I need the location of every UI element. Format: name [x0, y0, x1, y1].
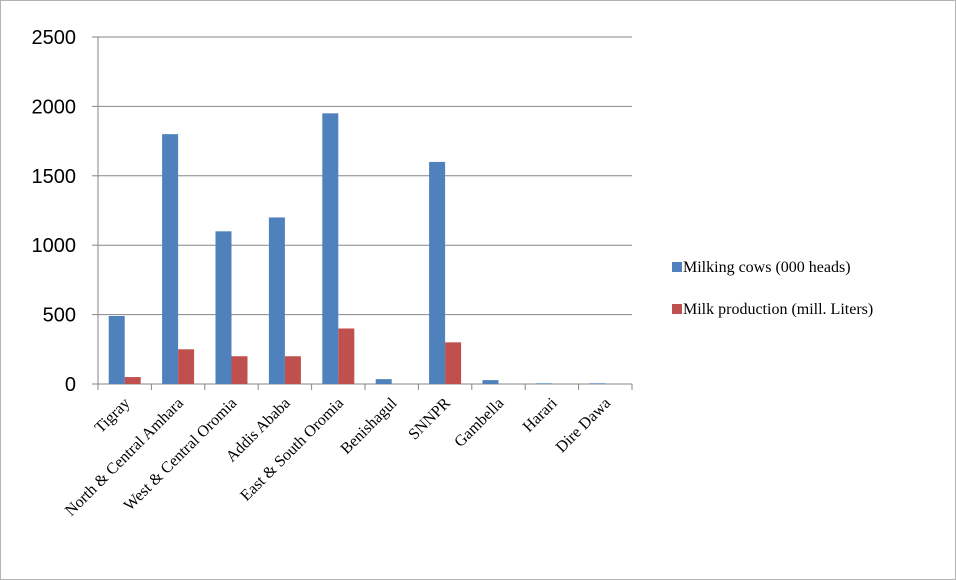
x-tick-label: Gambella [451, 395, 507, 451]
x-tick-label: Dire Dawa [553, 395, 614, 456]
y-tick-label: 0 [65, 374, 76, 396]
y-tick-label: 2000 [32, 96, 77, 118]
x-tick-label: Harari [520, 394, 561, 435]
bar-milking-cows [162, 134, 179, 384]
bar-milk-production [445, 342, 462, 384]
bar-milking-cows [268, 217, 285, 384]
x-tick-label: Benishagul [338, 394, 401, 457]
bar-milk-production [338, 328, 355, 384]
bar-milking-cows [589, 383, 606, 384]
bar-milking-cows [108, 315, 125, 384]
bar-milking-cows [482, 380, 499, 384]
bar-milk-production [284, 356, 301, 384]
bars [108, 113, 606, 384]
legend: Milking cows (000 heads) Milk production … [672, 259, 873, 318]
bar-milking-cows [375, 379, 392, 384]
bar-milk-production [124, 377, 141, 384]
y-tick-label: 500 [43, 305, 76, 327]
legend-label: Milk production (mill. Liters) [683, 301, 873, 318]
y-tick-label: 1500 [32, 166, 77, 188]
legend-swatch [672, 262, 682, 272]
x-tick-label: East & South Oromia [237, 395, 347, 505]
y-tick-label: 1000 [32, 235, 77, 257]
bar-milk-production [231, 356, 248, 384]
bar-milking-cows [429, 161, 446, 384]
x-tick-label: Tigray [92, 395, 134, 437]
bar-milk-production [178, 349, 195, 384]
bar-milking-cows [535, 383, 552, 384]
legend-swatch [672, 304, 682, 314]
bar-milking-cows [322, 113, 339, 384]
legend-label: Milking cows (000 heads) [683, 259, 851, 276]
y-tick-labels: 0 500 1000 1500 2000 2500 [32, 27, 77, 396]
x-tick-label: SNNPR [405, 395, 454, 444]
y-tick-label: 2500 [32, 27, 77, 49]
gridlines [98, 36, 632, 316]
bar-milking-cows [215, 231, 232, 384]
